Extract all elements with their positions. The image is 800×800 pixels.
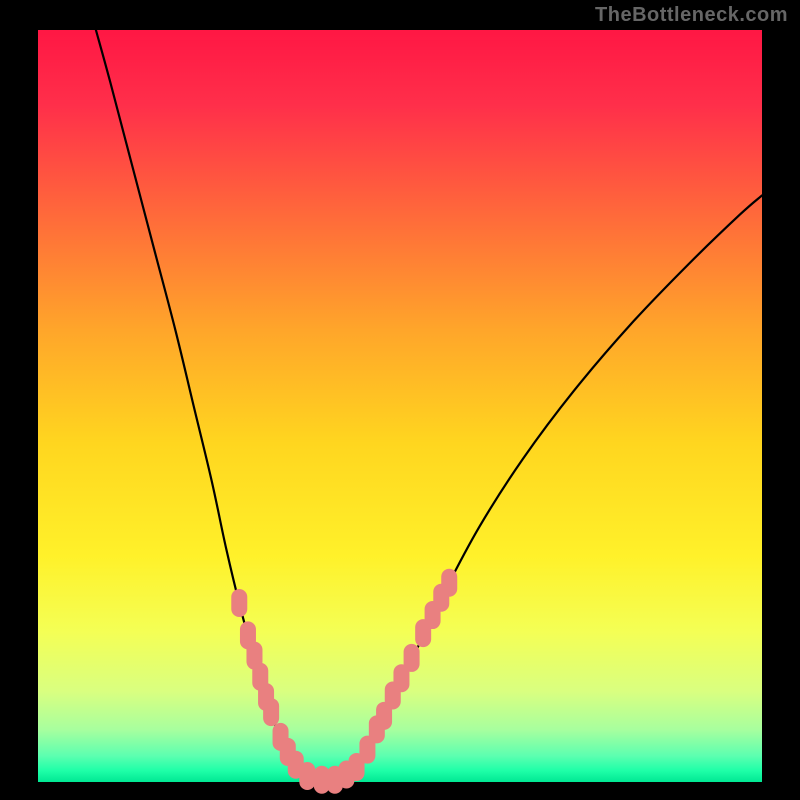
- marker-point: [299, 762, 315, 790]
- marker-point: [231, 589, 247, 617]
- chart-svg: [0, 0, 800, 800]
- marker-point: [404, 644, 420, 672]
- marker-point: [441, 569, 457, 597]
- marker-point: [263, 698, 279, 726]
- chart-stage: TheBottleneck.com: [0, 0, 800, 800]
- watermark-text: TheBottleneck.com: [595, 4, 788, 27]
